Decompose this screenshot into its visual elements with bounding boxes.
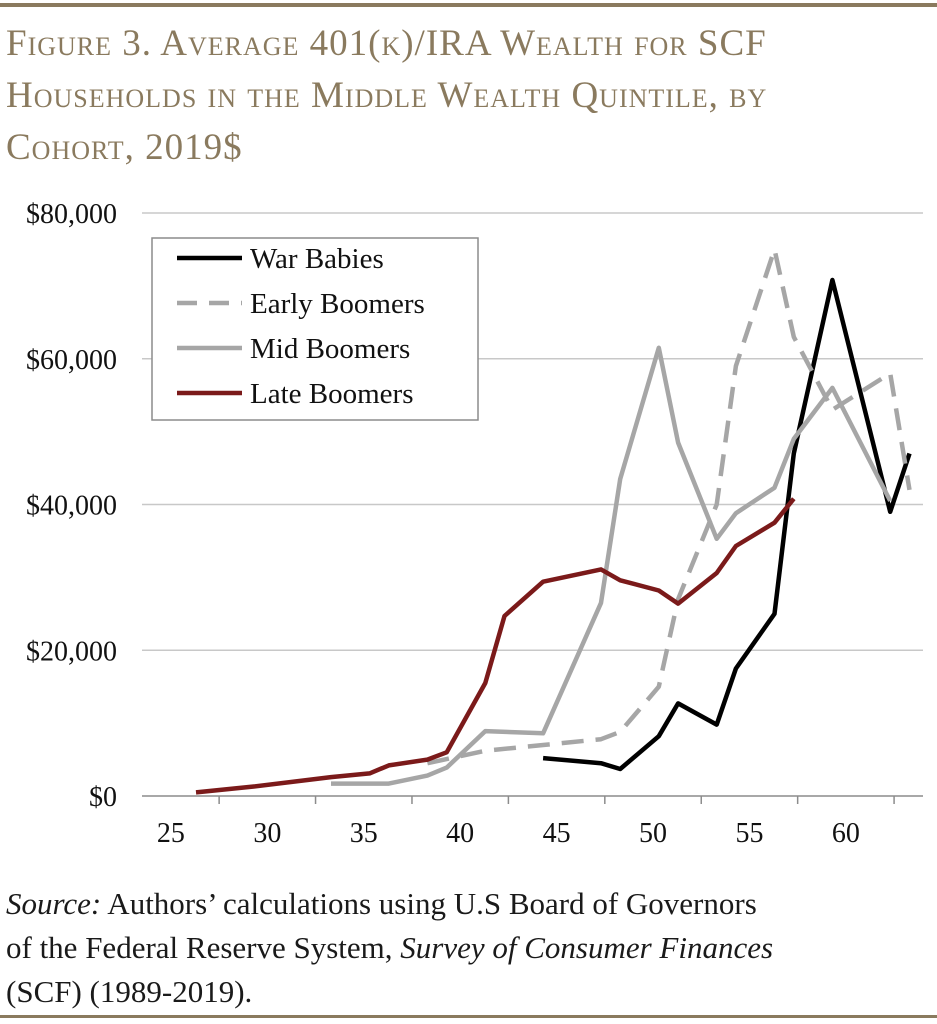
axes: $0 $20,000 $40,000 $60,000 $80,000 25 30 35 40 45…	[26, 199, 923, 849]
source-survey-name: Survey of Consumer Finances	[400, 930, 774, 965]
series-line-war-babies	[542, 277, 912, 772]
y-tick-label: $40,000	[26, 491, 117, 522]
x-tick-label: 25	[157, 818, 185, 849]
y-tick-label: $20,000	[26, 636, 117, 667]
bottom-rule	[0, 1015, 937, 1018]
x-tick-label: 50	[639, 818, 667, 849]
x-tick-label: 60	[832, 818, 860, 849]
source-note: Source: Authors’ calculations using U.S …	[6, 882, 931, 1014]
legend-label-late-boomers: Late Boomers	[250, 378, 413, 410]
legend-label-war-babies: War Babies	[250, 243, 384, 275]
top-rule	[0, 3, 937, 7]
y-tick-label: $60,000	[26, 345, 117, 376]
y-tick-label: $0	[89, 782, 117, 813]
x-tick-label: 45	[543, 818, 571, 849]
figure-title-line-1: Figure 3. Average 401(k)/IRA Wealth for …	[6, 23, 767, 64]
x-tick-label: 55	[735, 818, 763, 849]
series-line-late-boomers	[195, 497, 796, 795]
figure-title-line-3: Cohort, 2019$	[6, 127, 243, 168]
series-line-early-boomers	[426, 247, 912, 766]
legend: War Babies Early Boomers Mid Boomers Late B…	[151, 237, 479, 421]
x-tick-label: 35	[350, 818, 378, 849]
x-tick-label: 40	[446, 818, 474, 849]
source-line-1: Source: Authors’ calculations using U.S …	[6, 882, 931, 926]
series-line-mid-boomers	[331, 345, 893, 786]
source-label: Source:	[6, 886, 102, 921]
legend-box	[151, 237, 479, 421]
source-text-1: Authors’ calculations using U.S Board of…	[101, 886, 757, 921]
source-text-2: of the Federal Reserve System,	[6, 930, 401, 965]
legend-label-mid-boomers: Mid Boomers	[250, 333, 410, 365]
source-line-2: of the Federal Reserve System, Survey of…	[6, 926, 931, 970]
y-tick-label: $80,000	[26, 199, 117, 230]
line-chart: $0 $20,000 $40,000 $60,000 $80,000 25 30 35 40 45…	[26, 199, 923, 849]
legend-label-early-boomers: Early Boomers	[250, 288, 425, 320]
series-lines	[195, 247, 912, 795]
figure-title-line-2: Households in the Middle Wealth Quintile…	[6, 75, 768, 116]
x-tick-label: 30	[253, 818, 281, 849]
source-line-3: (SCF) (1989-2019).	[6, 974, 253, 1009]
figure-title: Figure 3. Average 401(k)/IRA Wealth for …	[6, 18, 926, 174]
